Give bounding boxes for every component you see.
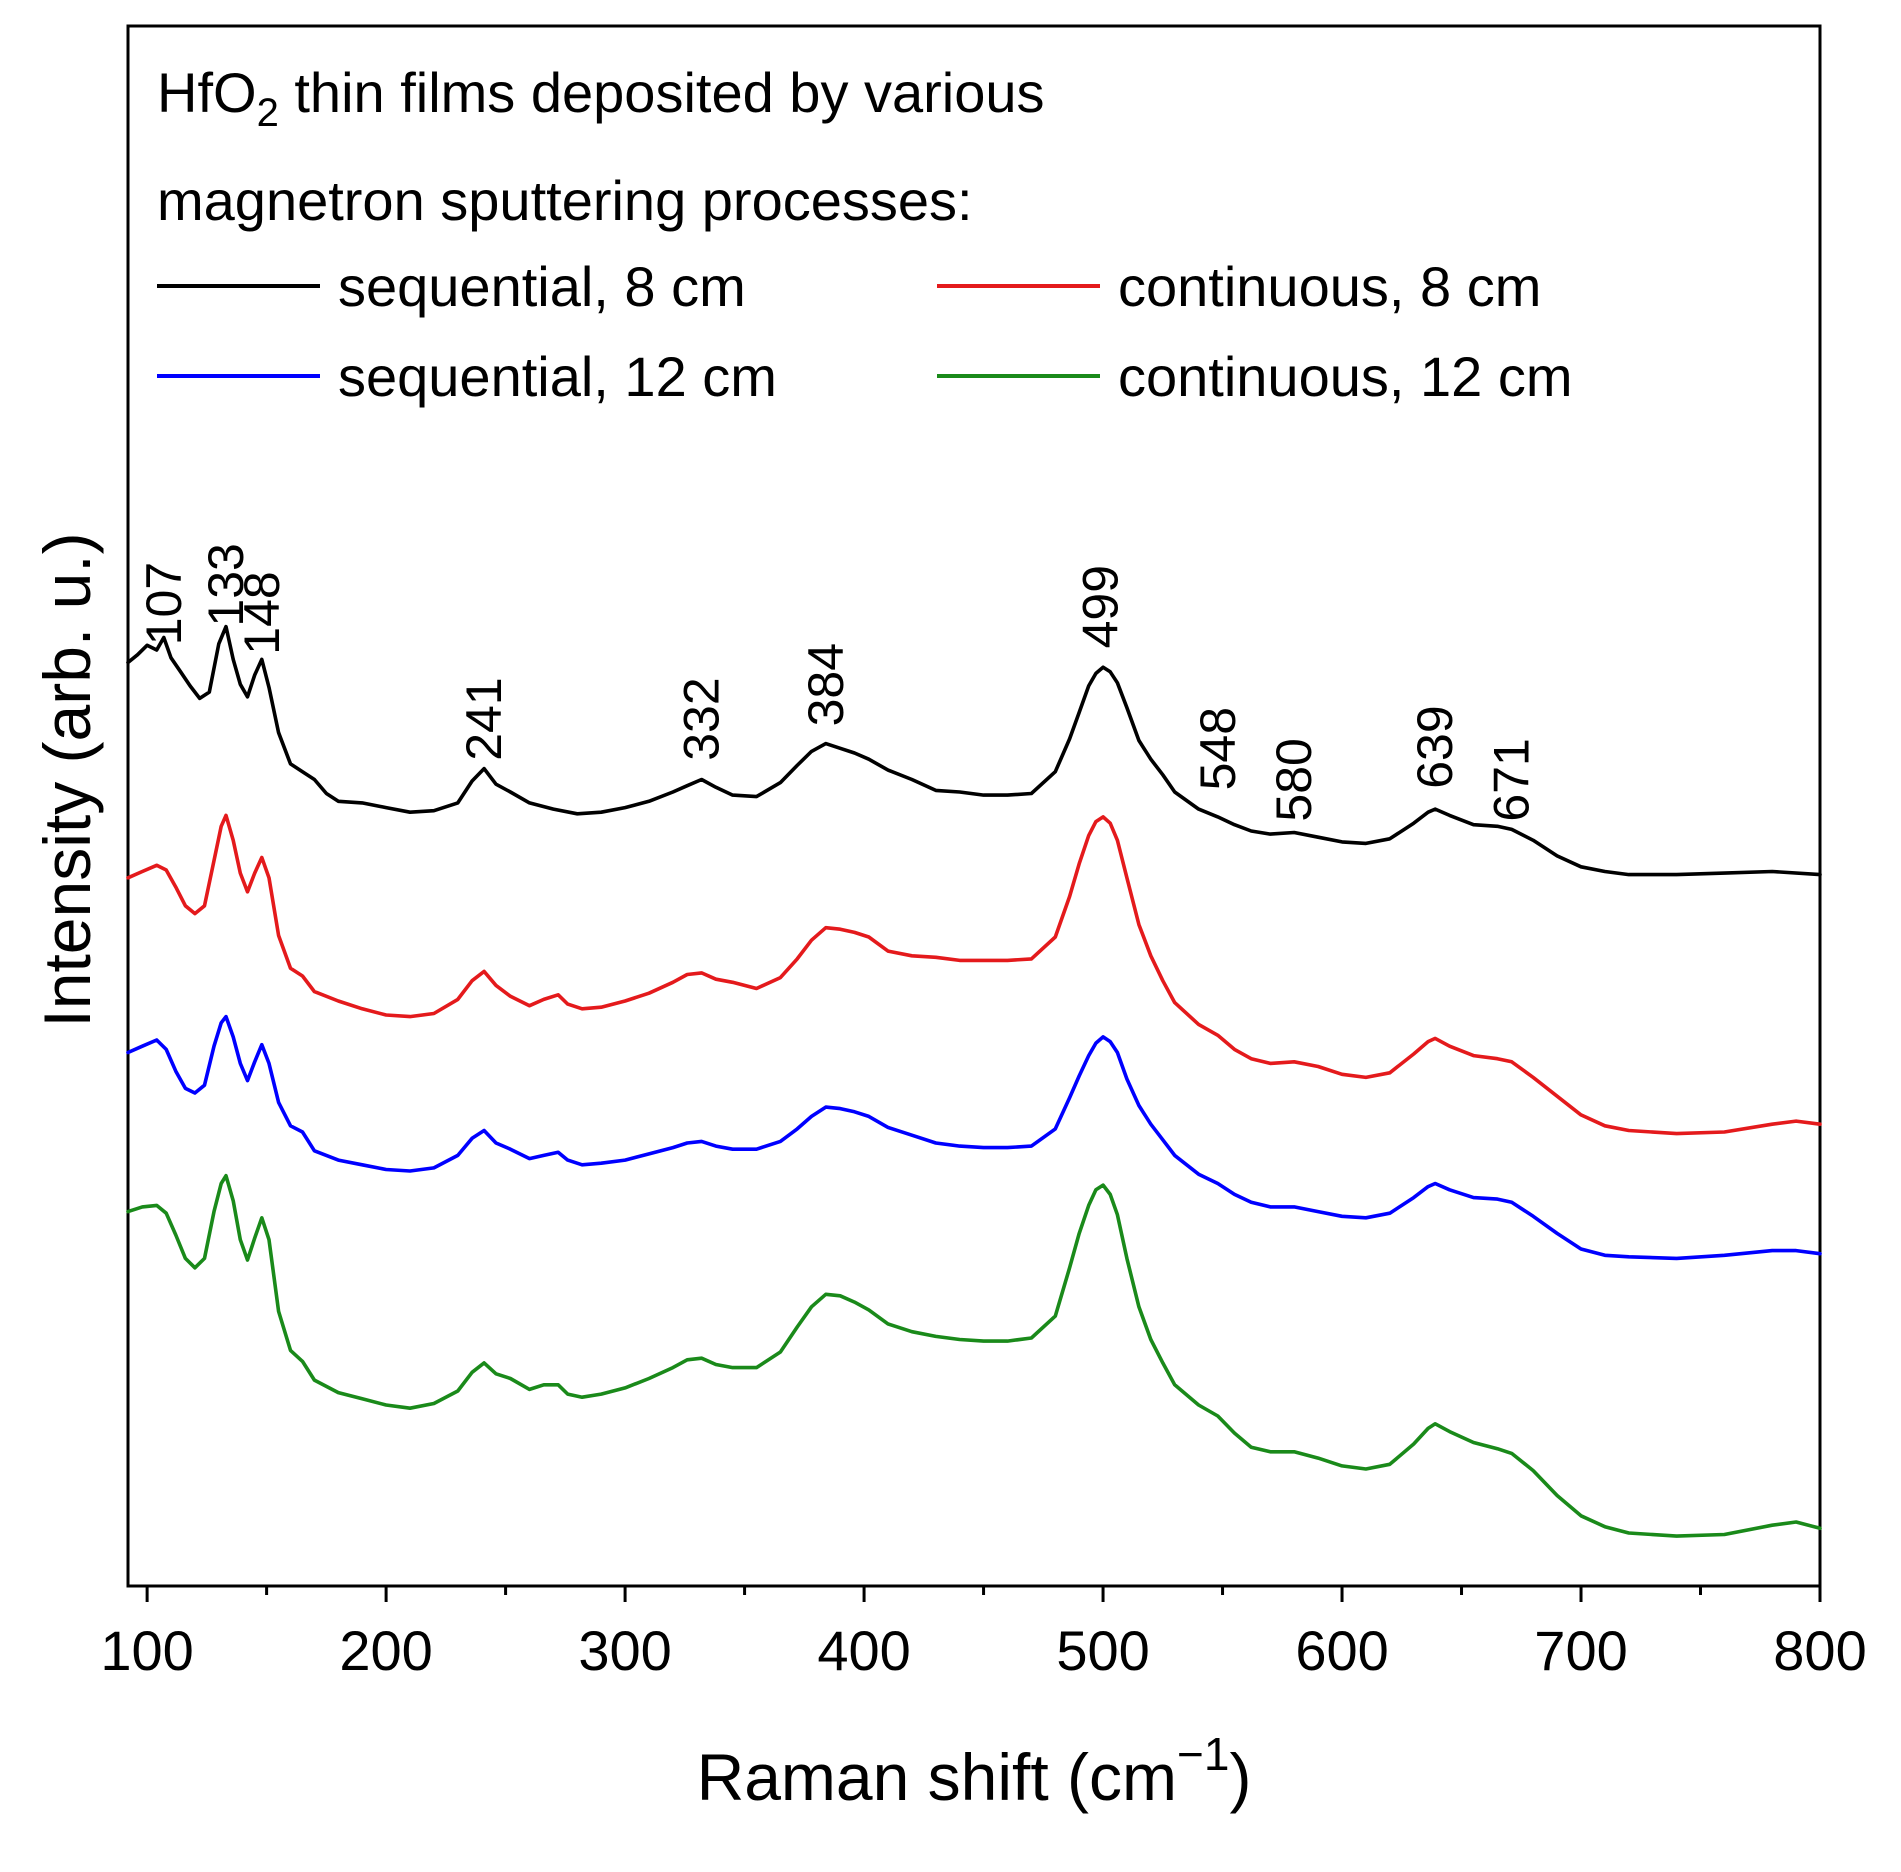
series-line-0 xyxy=(126,624,1822,877)
peak-label-639: 639 xyxy=(1407,705,1463,788)
series-line-3 xyxy=(126,1173,1822,1538)
legend-label-continuous-12cm: continuous, 12 cm xyxy=(1118,345,1572,408)
x-tick-labels: 100 200 300 400 500 600 700 800 xyxy=(100,1619,1866,1682)
title-hfo: HfO xyxy=(157,61,257,124)
series-line-1 xyxy=(126,813,1822,1136)
title-sub: 2 xyxy=(257,91,279,135)
peak-label-384: 384 xyxy=(798,643,854,726)
chart-title-line2: magnetron sputtering processes: xyxy=(157,169,973,232)
legend-label-sequential-8cm: sequential, 8 cm xyxy=(338,255,746,318)
legend-label-continuous-8cm: continuous, 8 cm xyxy=(1118,255,1541,318)
peak-label-580: 580 xyxy=(1266,738,1322,821)
x-axis-title-sup: −1 xyxy=(1177,1728,1229,1780)
legend: sequential, 8 cm continuous, 8 cm sequen… xyxy=(157,255,1572,408)
peak-label-241: 241 xyxy=(456,677,512,760)
legend-label-sequential-12cm: sequential, 12 cm xyxy=(338,345,777,408)
x-tick-label-100: 100 xyxy=(100,1619,193,1682)
title-rest: thin films deposited by various xyxy=(279,61,1045,124)
peak-label-671: 671 xyxy=(1484,738,1540,821)
x-tick-label-500: 500 xyxy=(1056,1619,1149,1682)
x-axis-title-close: ) xyxy=(1229,1740,1251,1814)
x-axis-title: Raman shift (cm−1) xyxy=(697,1728,1252,1814)
chart-title-line1: HfO2 thin films deposited by various xyxy=(157,61,1045,135)
x-tick-label-300: 300 xyxy=(578,1619,671,1682)
peak-label-133: 133 xyxy=(198,543,254,626)
peak-label-107: 107 xyxy=(136,562,192,645)
peak-label-499: 499 xyxy=(1073,565,1129,648)
x-axis-title-main: Raman shift (cm xyxy=(697,1740,1177,1814)
x-tick-label-400: 400 xyxy=(817,1619,910,1682)
series-line-2 xyxy=(126,1014,1822,1261)
y-axis-title: Intensity (arb. u.) xyxy=(30,532,104,1027)
series-lines xyxy=(126,624,1822,1538)
x-tick-label-200: 200 xyxy=(339,1619,432,1682)
peak-label-148: 148 xyxy=(234,571,290,654)
x-tick-label-700: 700 xyxy=(1534,1619,1627,1682)
x-tick-label-800: 800 xyxy=(1773,1619,1866,1682)
x-tick-label-600: 600 xyxy=(1295,1619,1388,1682)
plot-frame xyxy=(126,24,1822,1588)
x-ticks xyxy=(145,1586,1822,1602)
peak-label-332: 332 xyxy=(674,677,730,760)
peak-label-548: 548 xyxy=(1190,707,1246,790)
